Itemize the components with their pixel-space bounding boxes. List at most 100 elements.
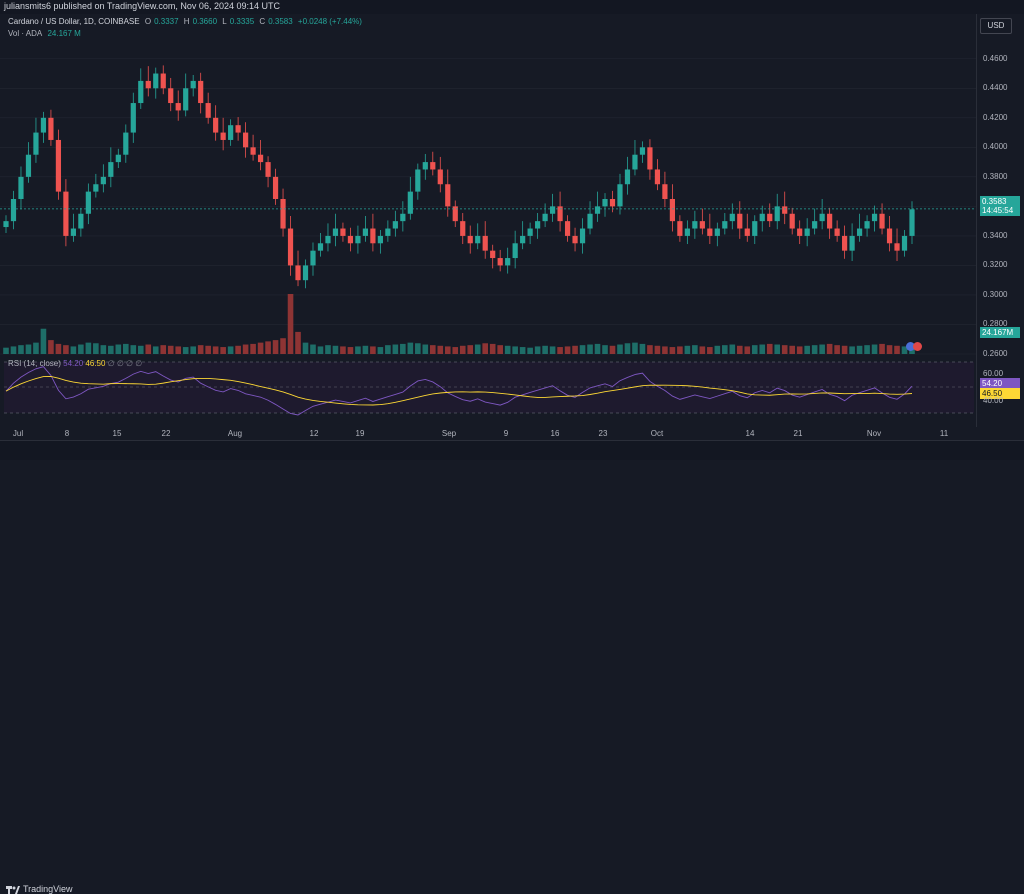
candle-body [812,221,818,229]
candles [3,65,915,289]
candle-body [25,154,32,177]
volume-bar [849,346,855,354]
candle-body [677,221,683,236]
candle-body [33,132,39,155]
date-tick-label: 9 [503,429,509,438]
low-value: 0.3335 [229,17,255,26]
volume-bar [25,344,32,354]
candle-body [527,228,533,236]
volume-bar [85,342,92,354]
candle-body [512,243,518,259]
candle-body [213,117,219,133]
volume-bar [609,345,616,354]
candle-body [782,206,788,214]
candle-body [93,184,99,192]
volume-bar [856,345,863,354]
volume-bar [55,343,62,354]
candle-body [894,243,900,251]
candle-body [587,213,593,229]
rsi-value-tag: 54.20 [980,378,1020,389]
rsi-ma-line [5,375,913,406]
volume-bar [459,345,466,354]
volume-bar [781,345,788,354]
rsi-line [5,366,913,416]
event-flag-icon[interactable] [906,342,915,351]
date-tick-label: 11 [939,429,949,438]
price-tick-label: 0.3200 [983,260,1008,270]
volume-bar [93,343,99,354]
open-value: 0.3337 [154,17,179,26]
candle-body [707,228,713,236]
volume-bar [250,343,256,354]
close-value: 0.3583 [268,17,293,26]
chart-canvas[interactable] [0,14,976,427]
symbol-legend[interactable]: Cardano / US Dollar, 1D, COINBASE O 0.333… [8,17,365,26]
volume-bar [879,343,885,354]
volume-bar [804,345,810,354]
price-scale[interactable] [976,14,1024,427]
volume-bar [579,345,586,354]
candle-body [340,228,346,236]
candle-body [85,191,91,214]
candle-body [901,235,908,251]
volume-bar [295,331,301,354]
volume-bar [512,346,518,354]
candle-body [415,169,421,192]
candle-body [886,228,893,244]
candle-body [18,176,24,199]
rsi-ma-tag: 46.50 [980,388,1020,399]
volume-value: 24.167 M [47,29,81,38]
candle-body [183,88,189,111]
volume-bar [123,343,129,354]
volume-bar [137,345,144,354]
volume-bar [572,345,578,354]
volume-bar [70,346,77,354]
volume-bar [317,346,324,354]
volume-bar [272,340,279,354]
rsi-extra: ∅ ∅ ∅ ∅ [107,359,143,368]
candle-body [355,235,361,244]
candle-body [377,235,383,244]
candle-body [287,228,294,266]
volume-bar [549,346,556,354]
grid [0,58,976,355]
volume-bar [654,345,661,354]
price-tick-label: 0.4000 [983,142,1008,152]
rsi-value: 54.20 [63,359,84,368]
candle-body [482,235,488,251]
volume-bar [3,347,9,354]
symbol-name: Cardano / US Dollar, 1D, COINBASE [8,17,140,26]
candle-body [624,169,631,185]
tradingview-logo[interactable]: TradingView [6,884,73,894]
last-price-tag: 0.3583 14:45:54 [980,196,1020,216]
price-tick-label: 0.2600 [983,349,1008,358]
volume-bar [587,344,593,354]
rsi-legend[interactable]: RSI (14, close) 54.20 46.50 ∅ ∅ ∅ ∅ [8,359,142,368]
candle-body [235,125,241,133]
volume-tag: 24.167M [980,327,1020,338]
date-tick-label: 15 [112,429,122,438]
candle-body [520,235,526,244]
volume-bar [692,345,698,354]
volume-bar [527,347,533,354]
date-tick-label: 19 [355,429,365,438]
volume-legend[interactable]: Vol · ADA 24.167 M [8,29,84,38]
volume-bar [265,341,271,354]
volume-bar [632,342,638,354]
price-tick-label: 0.4600 [983,53,1008,63]
rsi-tick-60: 60.00 [983,369,1004,378]
volume-bar [774,344,781,354]
candle-body [505,258,511,266]
volume-bar [78,344,84,354]
candle-body [295,265,301,281]
candle-body [842,235,848,251]
currency-button[interactable]: USD [980,18,1012,34]
candle-body [168,88,174,104]
candle-body [48,117,54,140]
candle-body [175,103,181,111]
candle-body [490,250,496,259]
event-flag-icon[interactable] [913,342,922,351]
candle-body [692,221,698,229]
candle-body [430,162,436,170]
volume-bar [437,345,444,354]
